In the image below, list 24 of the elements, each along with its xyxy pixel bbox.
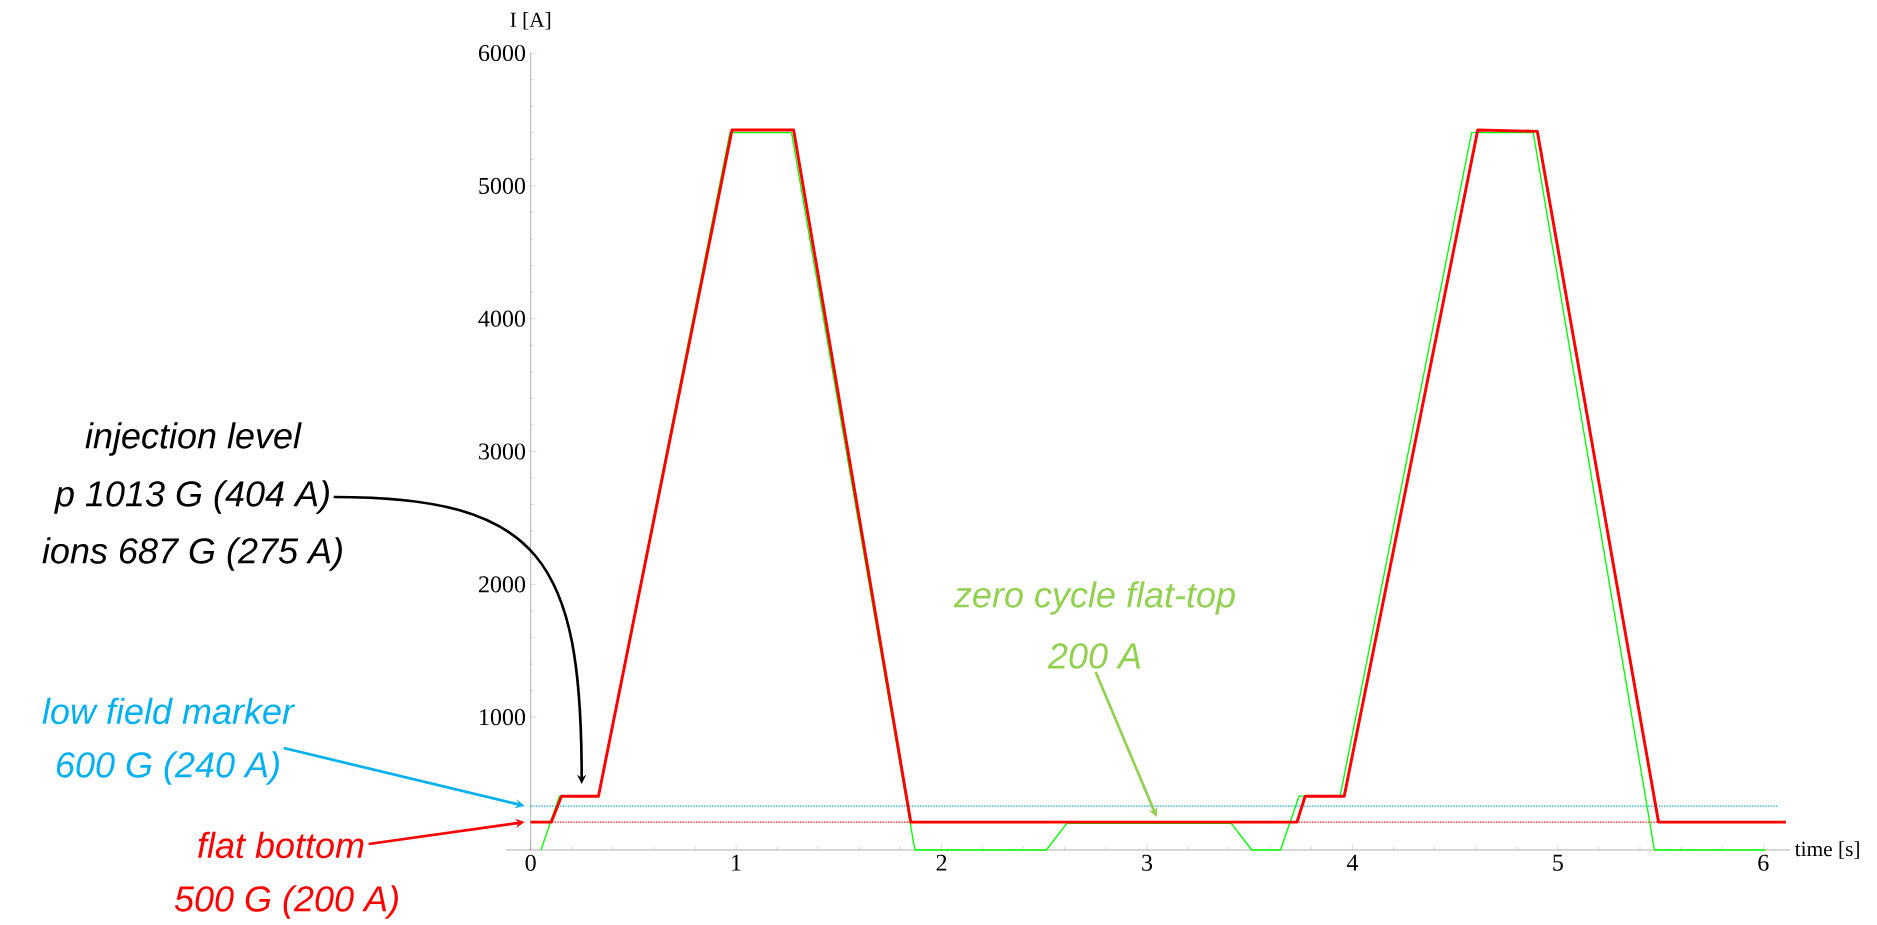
text: injection level	[85, 422, 302, 456]
x-tick-label: 0	[525, 854, 536, 872]
y-axis-title: I [A]	[510, 12, 551, 30]
text: ions 687 G (275 A)	[42, 537, 342, 571]
text: 600 G (240 A)	[56, 751, 279, 785]
y-tick-label: 3000	[479, 443, 526, 460]
text: flat bottom	[198, 831, 364, 859]
x-tick-label: 1	[732, 854, 741, 871]
text: 500 G (200 A)	[174, 885, 398, 919]
y-tick-label: 5000	[479, 177, 526, 195]
annotation: zero cycle flat-top	[953, 581, 1235, 615]
y-tick-label: 2000	[479, 576, 526, 593]
x-tick-label: 6	[1758, 854, 1769, 871]
x-tick-label: 2	[936, 854, 947, 871]
y-tick-label: 4000	[478, 310, 526, 327]
x-axis-title: time [s]	[1794, 841, 1859, 859]
text: p 1013 G (404 A)	[54, 480, 329, 514]
y-tick-label: 6000	[478, 45, 526, 62]
x-tick-label: 4	[1346, 854, 1359, 871]
x-tick-label: 3	[1142, 854, 1153, 871]
y-tick-label: 1000	[480, 709, 526, 726]
annotation: 200 A	[1047, 643, 1141, 669]
x-tick-label: 5	[1553, 854, 1563, 871]
text: low field marker	[42, 697, 296, 725]
